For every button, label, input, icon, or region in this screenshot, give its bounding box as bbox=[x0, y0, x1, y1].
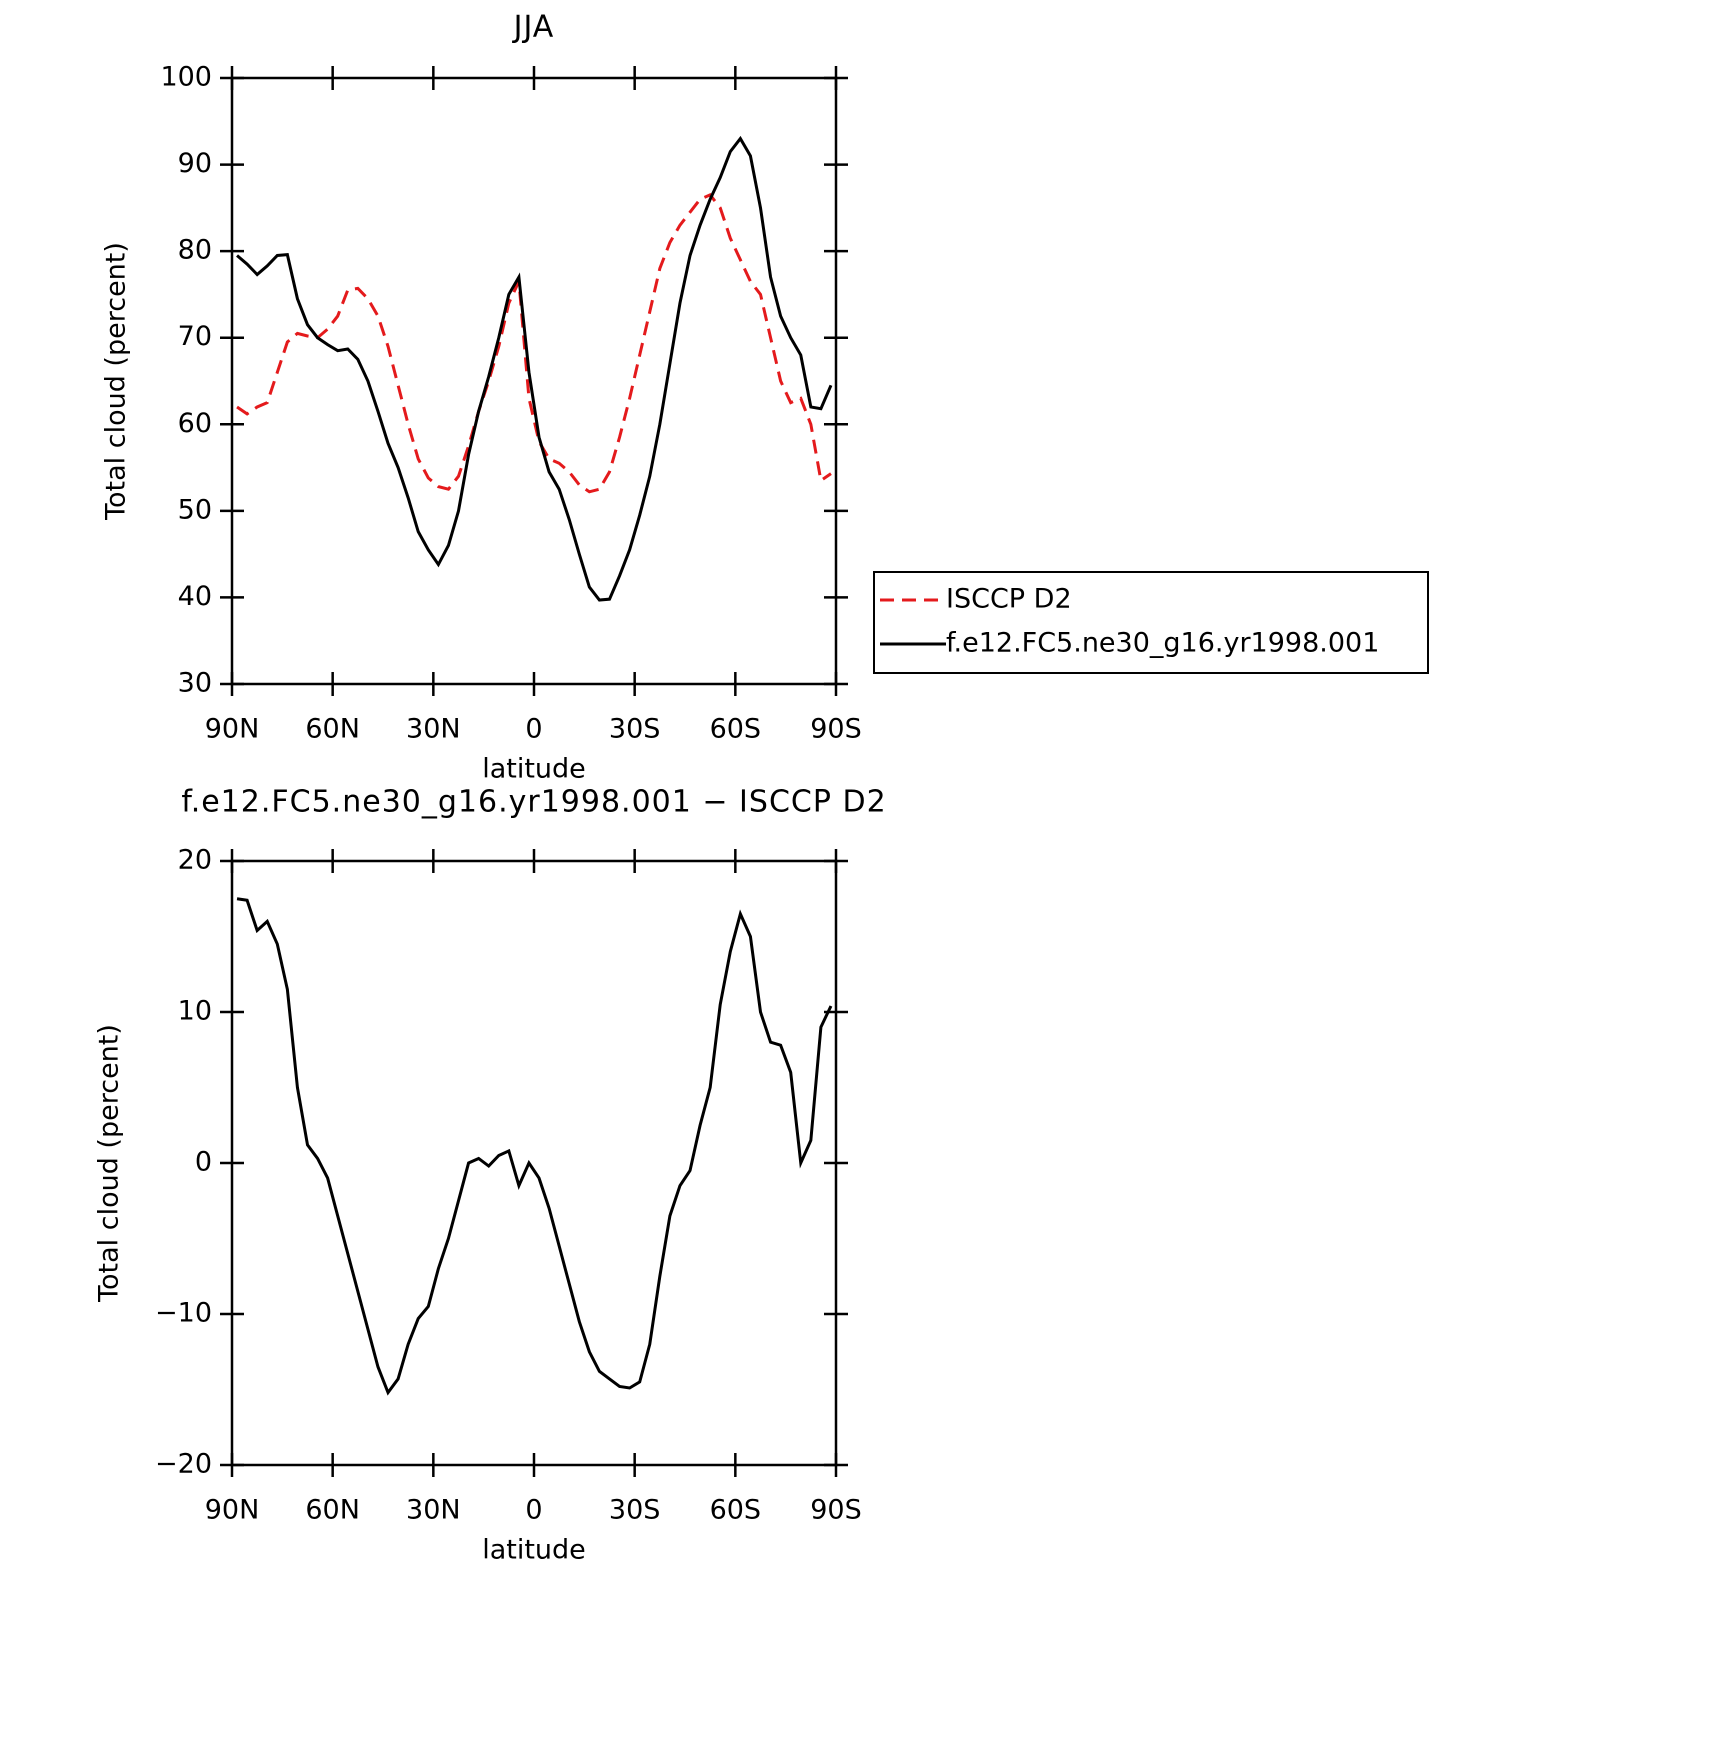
x-tick-label: 30N bbox=[406, 714, 461, 745]
y-tick-label: 0 bbox=[195, 1147, 212, 1178]
data-line bbox=[236, 193, 832, 494]
x-tick-label: 30N bbox=[406, 1495, 461, 1526]
data-line bbox=[236, 897, 833, 1396]
plot-frame bbox=[230, 859, 838, 1467]
y-tick-label: 10 bbox=[178, 996, 212, 1027]
x-tick-label: 30S bbox=[609, 714, 661, 745]
y-tick-label: 50 bbox=[178, 494, 212, 525]
x-axis-label: latitude bbox=[482, 754, 586, 785]
x-tick-label: 90N bbox=[205, 714, 260, 745]
y-tick-label: 70 bbox=[178, 321, 212, 352]
x-tick-label: 90S bbox=[810, 1495, 862, 1526]
y-tick-label: 20 bbox=[178, 845, 212, 876]
x-tick-label: 90N bbox=[205, 1495, 260, 1526]
x-axis-label: latitude bbox=[482, 1535, 586, 1566]
x-tick-label: 90S bbox=[810, 714, 862, 745]
x-tick-label: 60S bbox=[710, 1495, 762, 1526]
x-tick-label: 30S bbox=[609, 1495, 661, 1526]
y-tick-label: 40 bbox=[178, 581, 212, 612]
x-tick-label: 0 bbox=[525, 1495, 542, 1526]
y-axis-label: Total cloud (percent) bbox=[101, 242, 132, 521]
y-tick-label: 80 bbox=[178, 235, 212, 266]
data-line bbox=[236, 135, 833, 602]
legend-label: ISCCP D2 bbox=[946, 584, 1072, 615]
x-tick-label: 0 bbox=[525, 714, 542, 745]
y-tick-label: 60 bbox=[178, 408, 212, 439]
legend-label: f.e12.FC5.ne30_g16.yr1998.001 bbox=[946, 628, 1379, 659]
legend-box bbox=[873, 571, 1429, 674]
x-tick-label: 60S bbox=[710, 714, 762, 745]
y-tick-label: −20 bbox=[155, 1449, 212, 1480]
y-tick-label: −10 bbox=[155, 1298, 212, 1329]
chart-title: JJA bbox=[512, 10, 555, 45]
y-tick-label: 30 bbox=[178, 668, 212, 699]
plot-frame bbox=[230, 76, 838, 686]
y-tick-label: 90 bbox=[178, 148, 212, 179]
chart-title: f.e12.FC5.ne30_g16.yr1998.001 − ISCCP D2 bbox=[181, 785, 886, 820]
x-tick-label: 60N bbox=[305, 1495, 360, 1526]
y-axis-label: Total cloud (percent) bbox=[94, 1024, 125, 1303]
y-tick-label: 100 bbox=[160, 62, 212, 93]
x-tick-label: 60N bbox=[305, 714, 360, 745]
